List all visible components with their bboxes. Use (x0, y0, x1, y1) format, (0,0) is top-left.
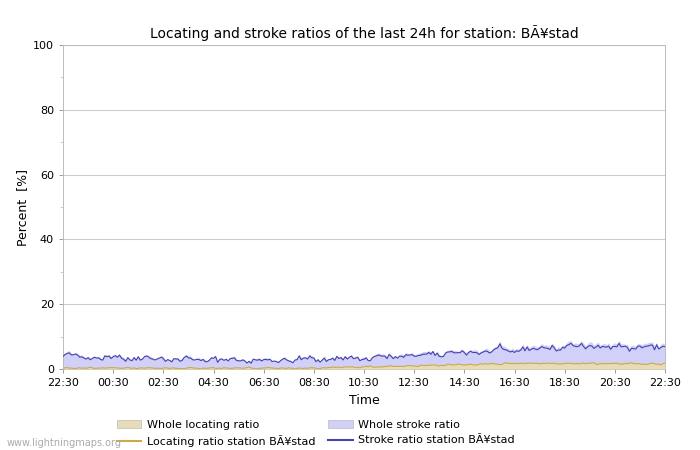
X-axis label: Time: Time (349, 394, 379, 407)
Title: Locating and stroke ratios of the last 24h for station: BÃ¥stad: Locating and stroke ratios of the last 2… (150, 25, 578, 41)
Legend: Whole locating ratio, Locating ratio station BÃ¥stad, Whole stroke ratio, Stroke: Whole locating ratio, Locating ratio sta… (117, 420, 515, 447)
Y-axis label: Percent  [%]: Percent [%] (16, 168, 29, 246)
Text: www.lightningmaps.org: www.lightningmaps.org (7, 438, 122, 448)
